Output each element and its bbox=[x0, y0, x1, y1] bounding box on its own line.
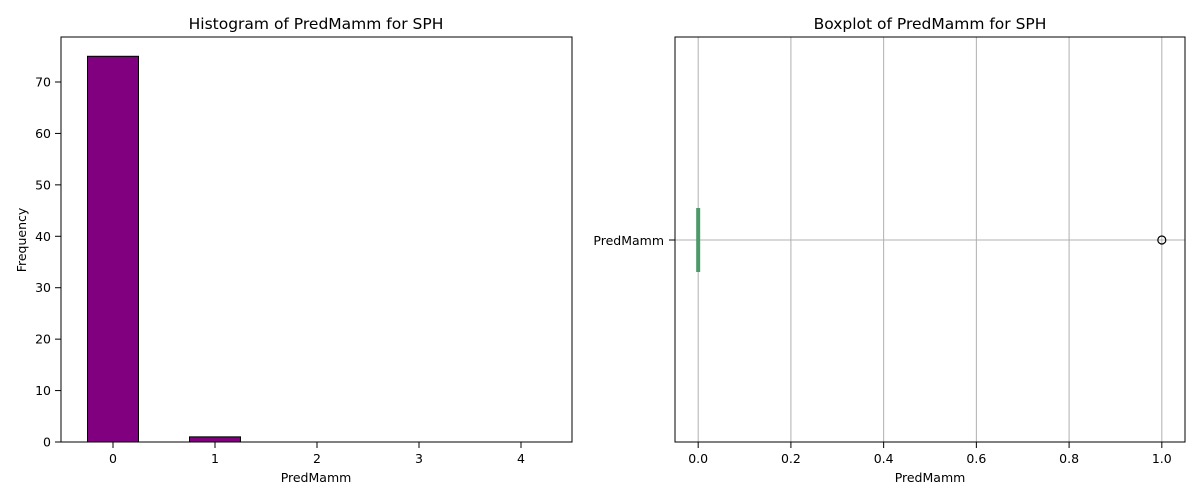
histogram-y-tick-label: 60 bbox=[35, 126, 51, 141]
histogram-y-tick-label: 70 bbox=[35, 75, 51, 90]
histogram-y-ticks: 0 10 20 30 40 50 60 70 bbox=[35, 75, 61, 450]
boxplot-category-label: PredMamm bbox=[593, 233, 664, 248]
boxplot-x-ticks: 0.0 0.2 0.4 0.6 0.8 1.0 bbox=[688, 442, 1172, 466]
boxplot-title: Boxplot of PredMamm for SPH bbox=[814, 15, 1047, 33]
histogram-y-tick-label: 0 bbox=[43, 435, 51, 450]
boxplot-x-tick-label: 0.6 bbox=[966, 451, 986, 466]
histogram-y-tick-label: 30 bbox=[35, 280, 51, 295]
histogram-bar bbox=[189, 436, 241, 443]
histogram-title: Histogram of PredMamm for SPH bbox=[189, 15, 444, 33]
histogram-x-tick-label: 1 bbox=[211, 451, 219, 466]
histogram-y-axis-label: Frequency bbox=[14, 207, 29, 272]
histogram-x-tick-label: 3 bbox=[415, 451, 423, 466]
histogram-bars bbox=[87, 55, 241, 443]
boxplot-x-axis-label: PredMamm bbox=[895, 470, 966, 485]
histogram-x-ticks: 0 1 2 3 4 bbox=[109, 442, 525, 466]
histogram-y-tick-label: 40 bbox=[35, 229, 51, 244]
histogram-x-tick-label: 2 bbox=[313, 451, 321, 466]
histogram-chart: Histogram of PredMamm for SPH 0102030405… bbox=[14, 15, 573, 485]
histogram-y-tick-label: 20 bbox=[35, 332, 51, 347]
boxplot-chart: Boxplot of PredMamm for SPH 0.0 0.2 0.4 0.6… bbox=[593, 15, 1186, 485]
histogram-y-tick-label: 10 bbox=[35, 383, 51, 398]
boxplot-x-tick-label: 0.8 bbox=[1059, 451, 1079, 466]
boxplot-x-tick-label: 0.0 bbox=[688, 451, 708, 466]
histogram-plot-frame bbox=[60, 36, 573, 443]
histogram-x-axis-label: PredMamm bbox=[281, 470, 352, 485]
histogram-x-tick-label: 0 bbox=[109, 451, 117, 466]
histogram-x-tick-label: 4 bbox=[517, 451, 525, 466]
histogram-bar bbox=[87, 55, 139, 443]
boxplot-outlier-point bbox=[1157, 235, 1167, 245]
histogram-y-tick-label: 50 bbox=[35, 177, 51, 192]
boxplot-marks bbox=[696, 208, 1167, 272]
boxplot-x-tick-label: 1.0 bbox=[1152, 451, 1172, 466]
boxplot-x-tick-label: 0.4 bbox=[874, 451, 894, 466]
boxplot-grid bbox=[675, 37, 1185, 442]
boxplot-x-tick-label: 0.2 bbox=[781, 451, 801, 466]
